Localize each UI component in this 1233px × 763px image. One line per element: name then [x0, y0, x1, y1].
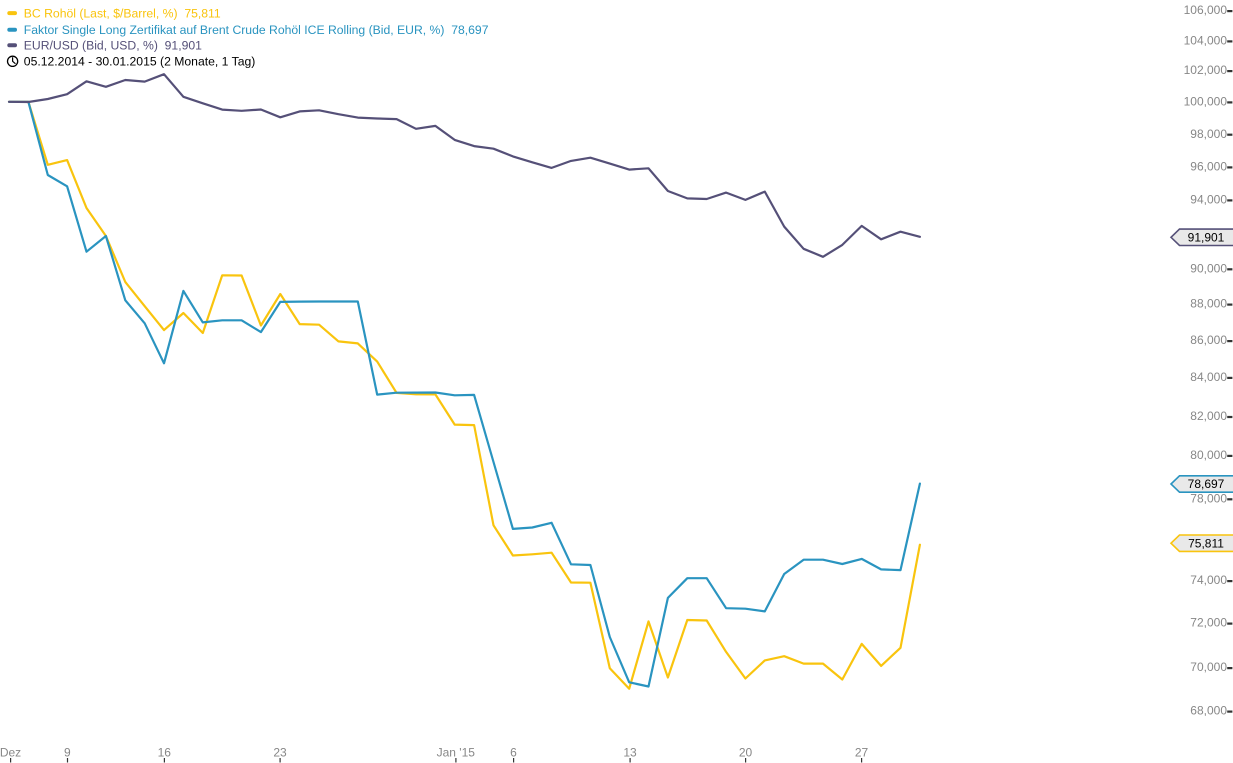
svg-text:82,000: 82,000: [1190, 409, 1227, 423]
svg-text:74,000: 74,000: [1190, 573, 1227, 587]
svg-text:16: 16: [158, 746, 172, 760]
svg-text:23: 23: [273, 746, 287, 760]
svg-text:Faktor Single Long Zertifikat: Faktor Single Long Zertifikat auf Brent …: [24, 23, 489, 37]
svg-text:80,000: 80,000: [1190, 448, 1227, 462]
svg-text:88,000: 88,000: [1190, 297, 1227, 311]
svg-text:13: 13: [623, 746, 637, 760]
svg-text:90,000: 90,000: [1190, 261, 1227, 275]
svg-text:Jan '15: Jan '15: [437, 746, 476, 760]
svg-text:BC Rohöl (Last, $/Barrel, %): BC Rohöl (Last, $/Barrel, %) 75,811: [24, 6, 221, 20]
svg-text:75,811: 75,811: [1188, 536, 1224, 550]
svg-text:94,000: 94,000: [1190, 193, 1227, 207]
svg-text:98,000: 98,000: [1190, 127, 1227, 141]
svg-text:78,000: 78,000: [1190, 491, 1227, 505]
svg-text:20: 20: [739, 746, 753, 760]
svg-text:9: 9: [64, 746, 71, 760]
svg-text:27: 27: [855, 746, 869, 760]
svg-text:102,000: 102,000: [1184, 63, 1228, 77]
svg-text:86,000: 86,000: [1190, 333, 1227, 347]
svg-text:104,000: 104,000: [1184, 34, 1228, 48]
svg-text:84,000: 84,000: [1190, 370, 1227, 384]
svg-text:96,000: 96,000: [1190, 160, 1227, 174]
svg-text:91,901: 91,901: [1188, 231, 1225, 245]
svg-text:106,000: 106,000: [1184, 3, 1228, 17]
svg-text:70,000: 70,000: [1190, 660, 1227, 674]
svg-text:68,000: 68,000: [1190, 704, 1227, 718]
svg-text:Dez: Dez: [0, 746, 21, 760]
svg-text:100,000: 100,000: [1184, 95, 1228, 109]
svg-text:6: 6: [510, 746, 517, 760]
svg-text:05.12.2014 - 30.01.2015 (2 Mon: 05.12.2014 - 30.01.2015 (2 Monate, 1 Tag…: [24, 55, 256, 69]
svg-text:72,000: 72,000: [1190, 616, 1227, 630]
svg-text:EUR/USD (Bid, USD, %) 91,901: EUR/USD (Bid, USD, %) 91,901: [24, 39, 202, 53]
svg-text:78,697: 78,697: [1188, 477, 1225, 491]
